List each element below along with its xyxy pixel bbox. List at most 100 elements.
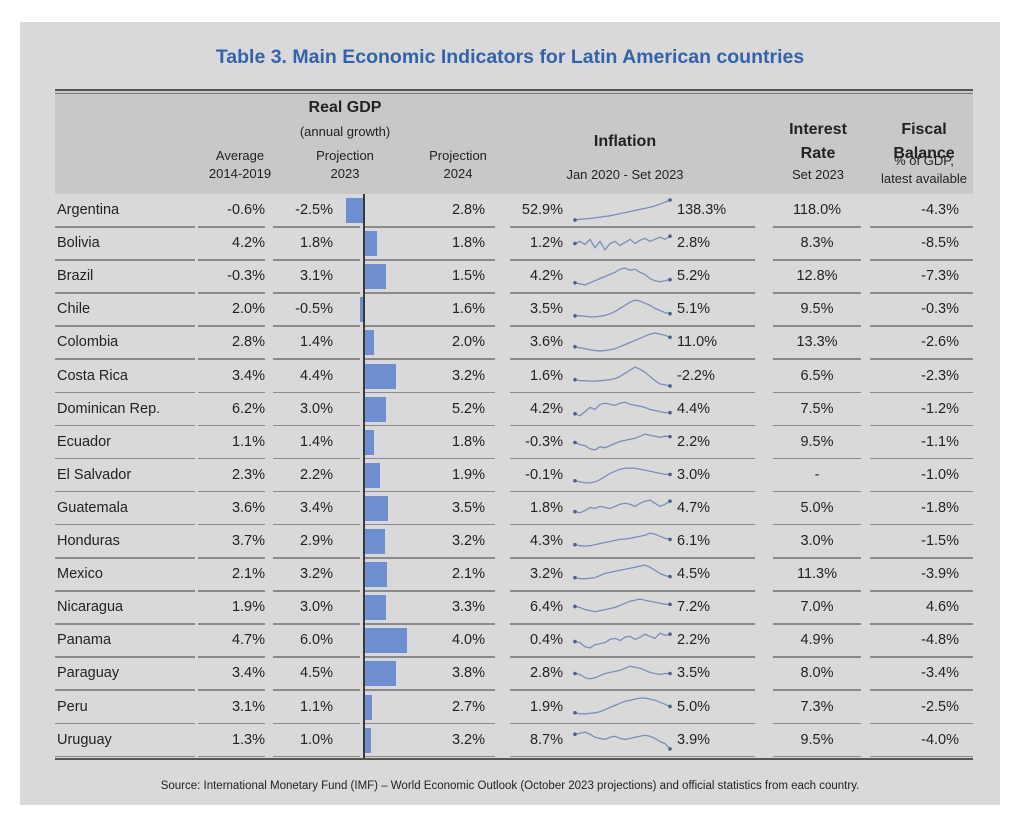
indicators-table: Real GDP (annual growth) Average 2014-20…	[55, 89, 973, 760]
gdp-projection-2023-value: 1.4%	[299, 433, 333, 450]
inflation-start-value: 1.6%	[529, 367, 563, 384]
country-name: Uruguay	[57, 731, 112, 748]
row-separator	[198, 623, 265, 625]
inflation-start-value: 4.3%	[529, 533, 563, 549]
gdp-projection-bar	[364, 363, 396, 389]
table-row: Argentina -0.6% -2.5% 2.8% 52.9% 138.3% 118.0%…	[55, 194, 973, 228]
country-name: Chile	[57, 301, 91, 318]
inflation-start-value: 8.7%	[529, 731, 563, 748]
inflation-sparkline	[573, 433, 672, 451]
gdp-projection-bar	[364, 396, 386, 422]
country-name: Guatemala	[57, 499, 128, 516]
table-row: El Salvador 2.3% 2.2% 1.9% -0.1% 3.0% - -1.0%	[55, 459, 973, 493]
row-separator	[365, 226, 495, 228]
sparkline-path	[574, 467, 670, 484]
gdp-projection-2023-value: 3.2%	[299, 566, 333, 583]
row-separator	[198, 457, 265, 460]
source-note: Source: International Monetary Fund (IMF…	[160, 780, 860, 792]
table-row: Chile 2.0% -0.5% 1.6% 3.5% 5.1% 9.5% -0.3%	[55, 293, 973, 327]
sparkline-start-dot	[573, 478, 577, 483]
gdp-average-value: 6.2%	[231, 400, 265, 417]
row-separator	[870, 457, 973, 460]
gdp-projection-2023-value: 1.4%	[299, 334, 333, 351]
inflation-sparkline	[573, 299, 672, 318]
fiscal-balance-value: -4.3%	[921, 202, 959, 218]
sparkline-start-dot	[573, 241, 577, 246]
row-separator	[198, 722, 265, 724]
sparkline-end-dot	[668, 704, 672, 708]
row-separator	[55, 755, 195, 758]
inflation-end-value: 6.1%	[677, 533, 711, 549]
row-separator	[773, 755, 861, 758]
row-separator	[773, 590, 861, 592]
gdp-average-value: 3.4%	[231, 367, 265, 384]
fiscal-balance-value: -4.8%	[921, 632, 959, 649]
sparkline-end-dot	[668, 383, 672, 388]
sparkline-start-dot	[573, 411, 577, 416]
gdp-projection-bar	[364, 727, 372, 753]
row-separator	[870, 292, 973, 294]
sparkline-path	[575, 299, 671, 318]
inflation-end-value: 4.7%	[677, 499, 711, 516]
gdp-projection-bar	[364, 628, 408, 654]
row-separator	[870, 689, 973, 691]
row-separator	[870, 523, 973, 526]
inflation-end-value: 4.5%	[677, 566, 711, 583]
sparkline-path	[574, 665, 670, 680]
interest-rate-value: 9.5%	[800, 301, 834, 318]
row-separator	[365, 623, 495, 625]
gdp-average-value: 4.2%	[231, 235, 265, 252]
sparkline-path	[574, 632, 671, 649]
row-separator	[870, 424, 973, 427]
sparkline-path	[574, 598, 670, 613]
row-separator	[273, 590, 360, 592]
sparkline-end-dot	[668, 472, 672, 477]
row-separator	[273, 656, 360, 658]
header-balance: Balance	[893, 145, 955, 162]
row-separator	[198, 689, 265, 691]
row-separator	[198, 523, 265, 526]
sparkline-end-dot	[668, 672, 672, 676]
row-separator	[55, 226, 195, 228]
gdp-projection-2024-value: 3.8%	[451, 665, 485, 682]
row-separator	[365, 259, 495, 261]
header-latest: latest available	[881, 171, 967, 186]
row-separator	[773, 523, 861, 526]
sparkline-start-dot	[573, 710, 577, 715]
header-average-years: 2014-2019	[208, 166, 272, 181]
row-separator	[365, 424, 495, 427]
row-separator	[55, 656, 195, 658]
inflation-sparkline	[573, 467, 672, 484]
inflation-sparkline	[573, 499, 672, 514]
gdp-projection-2023-value: -0.5%	[295, 301, 333, 318]
sparkline-path	[574, 532, 671, 547]
gdp-projection-2023-value: 3.4%	[299, 499, 333, 516]
sparkline-start-dot	[573, 509, 577, 514]
inflation-start-value: 52.9%	[521, 202, 563, 218]
row-separator	[55, 259, 195, 261]
fiscal-balance-value: -1.8%	[921, 499, 959, 516]
sparkline-start-dot	[573, 604, 577, 609]
inflation-sparkline	[573, 665, 672, 680]
gdp-projection-2023-value: 3.0%	[299, 400, 333, 417]
inflation-end-value: 2.2%	[677, 433, 711, 450]
inflation-start-value: 1.2%	[529, 235, 563, 252]
row-separator	[365, 656, 495, 658]
row-separator	[365, 457, 495, 460]
fiscal-balance-value: -2.6%	[921, 334, 959, 351]
header-year-2023: 2023	[330, 166, 360, 181]
gdp-projection-2024-value: 3.2%	[451, 533, 485, 549]
row-separator	[198, 557, 265, 559]
interest-rate-value: 4.9%	[800, 632, 834, 649]
gdp-projection-2023-value: 4.5%	[299, 665, 333, 682]
row-separator	[365, 755, 495, 758]
row-separator	[198, 259, 265, 261]
country-name: Paraguay	[57, 665, 120, 682]
header-projection-2024: Projection	[429, 148, 487, 163]
row-separator	[510, 325, 755, 327]
row-separator	[273, 226, 360, 228]
row-separator	[773, 358, 861, 360]
sparkline-end-dot	[668, 410, 672, 415]
row-separator	[510, 557, 755, 559]
fiscal-balance-value: -7.3%	[921, 268, 959, 285]
